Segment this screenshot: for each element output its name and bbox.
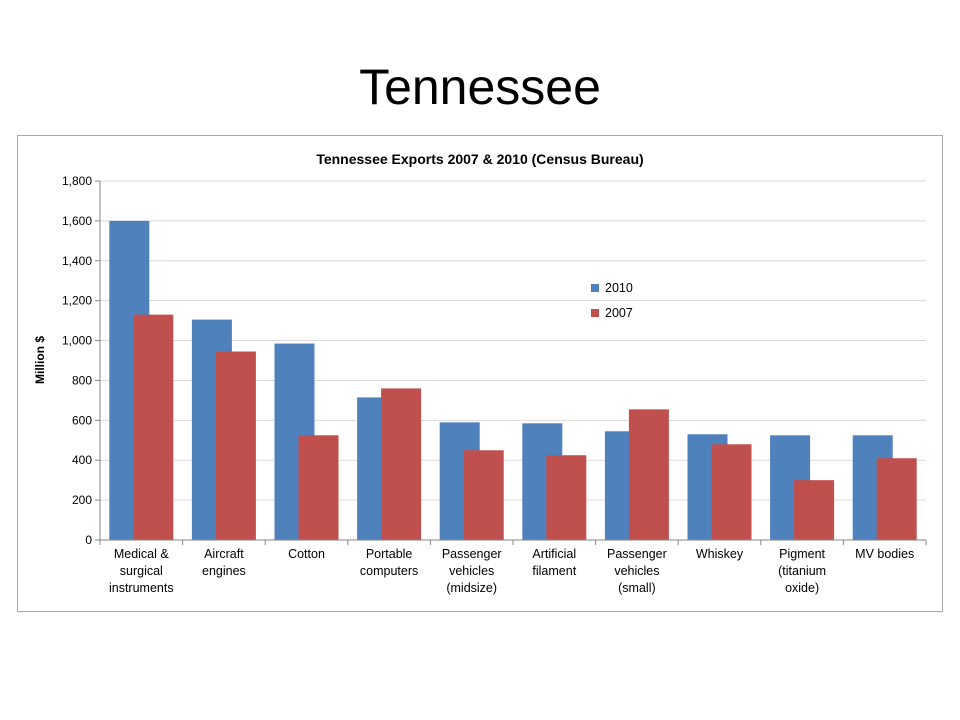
y-tick-label: 0 <box>85 533 92 547</box>
x-category-label-line: surgical <box>120 564 163 578</box>
x-category-label: Cotton <box>288 547 325 561</box>
x-category-label-line: vehicles <box>449 564 494 578</box>
x-category-label: Passenger vehicles (midsize) <box>442 547 502 595</box>
x-category-label-line: (midsize) <box>446 581 497 595</box>
legend: 2010 2007 <box>591 281 633 320</box>
bar-2007 <box>381 388 422 540</box>
axis-layer <box>95 180 927 545</box>
x-category-label-line: Whiskey <box>696 547 744 561</box>
bar-2007 <box>546 455 587 540</box>
x-category-label-line: Passenger <box>607 547 667 561</box>
slide-title: Tennessee <box>359 59 601 115</box>
bar-2007 <box>215 351 256 540</box>
x-category-label-line: instruments <box>109 581 174 595</box>
bar-2007 <box>711 444 752 540</box>
bars-layer <box>109 220 917 540</box>
x-category-label: Passenger vehicles (small) <box>607 547 667 595</box>
x-category-label-line: Passenger <box>442 547 502 561</box>
labels-layer: 0 200 400 600 800 1,000 1,200 1,400 1,600 1,800 Me… <box>62 174 914 595</box>
x-category-label-line: Artificial <box>532 547 576 561</box>
x-category-label-line: engines <box>202 564 246 578</box>
x-category-label-line: computers <box>360 564 418 578</box>
y-tick-label: 800 <box>72 373 92 387</box>
x-category-label: Medical & surgical instruments <box>109 547 174 595</box>
x-category-label-line: (titanium <box>778 564 826 578</box>
x-category-label: Whiskey <box>696 547 744 561</box>
x-category-label-line: Pigment <box>779 547 825 561</box>
y-tick-label: 600 <box>72 413 92 427</box>
y-tick-label: 1,400 <box>62 254 92 268</box>
x-category-label-line: oxide) <box>785 581 819 595</box>
bar-2007 <box>298 435 339 540</box>
legend-label-2010: 2010 <box>605 281 633 295</box>
chart-frame: Tennessee Exports 2007 & 2010 (Census Bu… <box>17 135 943 612</box>
x-category-label-line: (small) <box>618 581 656 595</box>
chart-title: Tennessee Exports 2007 & 2010 (Census Bu… <box>316 151 643 167</box>
x-category-label-line: Aircraft <box>204 547 244 561</box>
y-axis-label: Million $ <box>33 336 47 384</box>
x-category-label: Pigment (titanium oxide) <box>778 547 826 595</box>
y-tick-label: 1,800 <box>62 174 92 188</box>
x-category-label: Artificial filament <box>532 547 576 578</box>
legend-swatch-2010 <box>591 284 599 292</box>
x-category-label-line: Medical & <box>114 547 170 561</box>
y-tick-label: 1,600 <box>62 214 92 228</box>
bar-2007 <box>133 314 174 540</box>
x-category-label-line: MV bodies <box>855 547 914 561</box>
y-tick-label: 1,200 <box>62 294 92 308</box>
y-tick-label: 200 <box>72 493 92 507</box>
legend-label-2007: 2007 <box>605 306 633 320</box>
x-category-label: MV bodies <box>855 547 914 561</box>
x-category-label: Aircraft engines <box>202 547 246 578</box>
y-tick-label: 1,000 <box>62 334 92 348</box>
chart-svg: Tennessee Exports 2007 & 2010 (Census Bu… <box>33 151 927 595</box>
bar-2007 <box>628 409 669 540</box>
y-tick-label: 400 <box>72 453 92 467</box>
bar-2007 <box>463 450 504 540</box>
legend-swatch-2007 <box>591 309 599 317</box>
x-category-label-line: filament <box>532 564 576 578</box>
x-category-label-line: Cotton <box>288 547 325 561</box>
x-category-label-line: Portable <box>366 547 413 561</box>
x-category-label: Portable computers <box>360 547 418 578</box>
bar-2007 <box>794 480 835 540</box>
bar-2007 <box>876 458 917 540</box>
x-category-label-line: vehicles <box>614 564 659 578</box>
